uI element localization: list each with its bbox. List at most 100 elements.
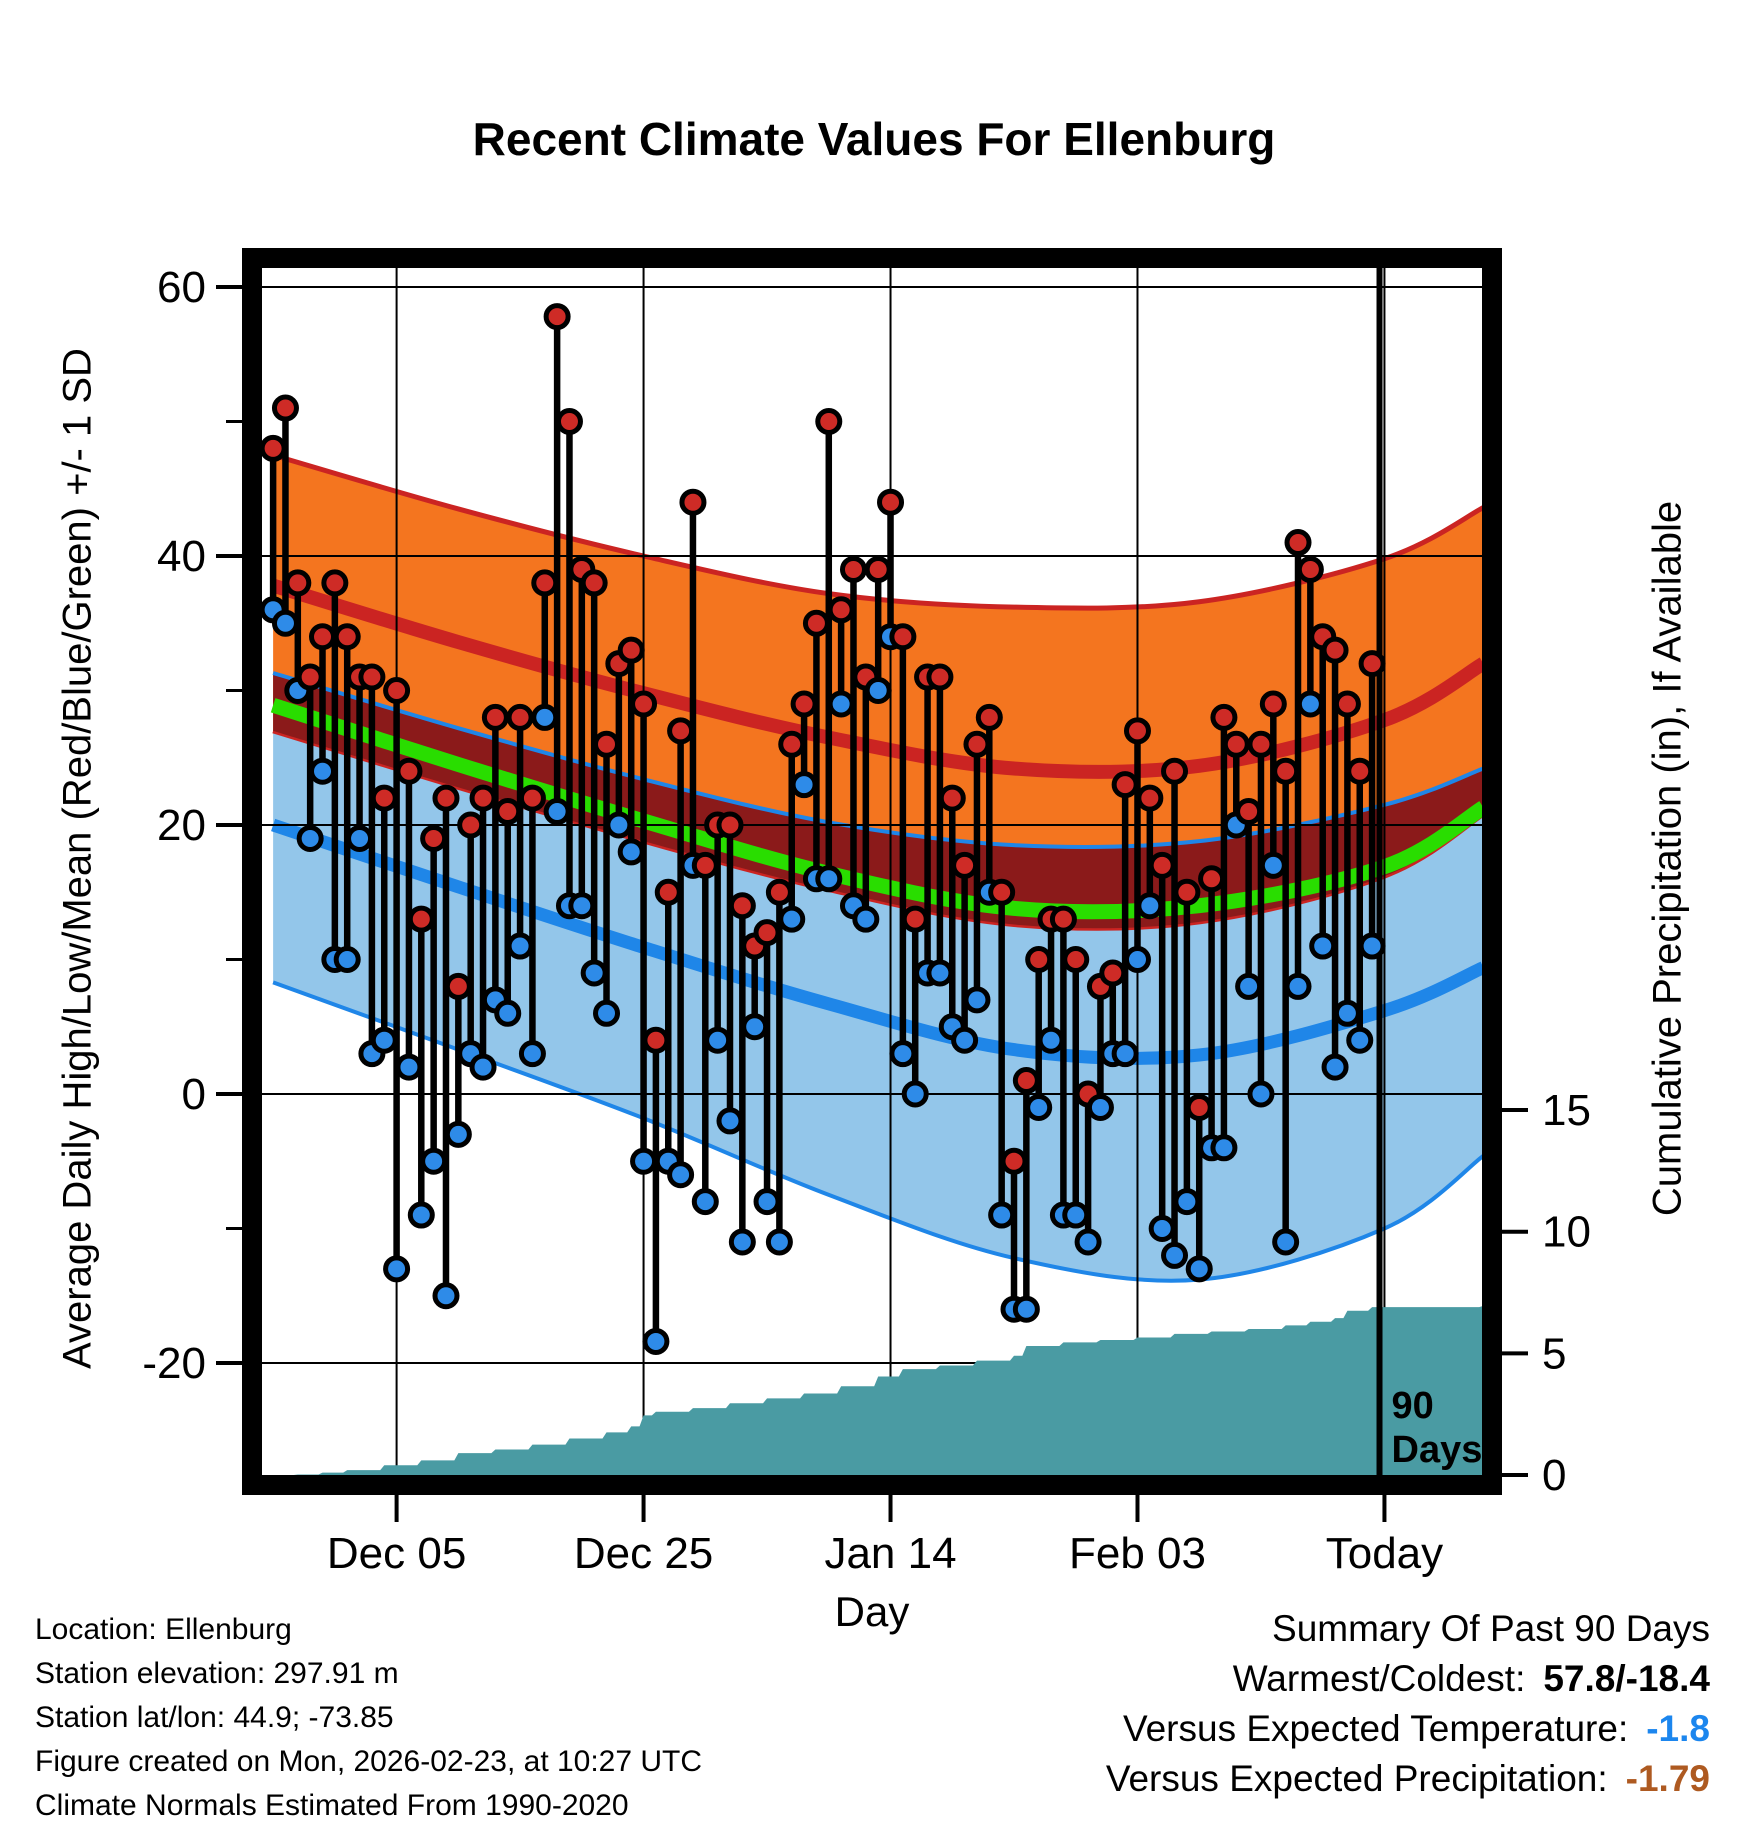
daily-high-marker xyxy=(1210,703,1238,731)
daily-high-marker xyxy=(593,730,621,758)
left-axis-title: Average Daily High/Low/Mean (Red/Blue/Gr… xyxy=(55,348,100,1369)
daily-high-marker xyxy=(1222,730,1250,758)
band-overlap xyxy=(273,673,1484,929)
daily-high-marker xyxy=(1272,757,1300,785)
daily-low-marker xyxy=(827,690,855,718)
daily-high-marker xyxy=(679,488,707,516)
daily-high-marker xyxy=(296,663,324,691)
vs-expected-temp-label: Versus Expected Temperature: xyxy=(1122,1708,1629,1749)
bottom-tick-label: Today xyxy=(1326,1529,1443,1578)
daily-low-marker xyxy=(1333,999,1361,1027)
vs-expected-precip-value: -1.79 xyxy=(1625,1758,1710,1799)
daily-low-marker xyxy=(370,1026,398,1054)
daily-low-marker xyxy=(1173,1188,1201,1216)
left-tick-label: 60 xyxy=(157,263,206,312)
daily-low-marker xyxy=(1358,932,1386,960)
daily-high-marker xyxy=(1358,650,1386,678)
daily-low-marker xyxy=(889,1040,917,1068)
daily-low-marker xyxy=(1123,946,1151,973)
daily-high-marker xyxy=(1000,1147,1028,1175)
left-tick-label: 20 xyxy=(157,801,206,850)
daily-high-marker xyxy=(815,408,843,435)
daily-high-marker xyxy=(1296,555,1324,583)
daily-high-marker xyxy=(1148,851,1176,879)
daily-low-marker xyxy=(630,1147,658,1175)
daily-low-marker xyxy=(963,986,991,1014)
daily-high-marker xyxy=(543,303,571,331)
daily-low-marker xyxy=(716,1107,744,1135)
daily-high-marker xyxy=(518,784,546,812)
daily-high-marker xyxy=(988,878,1016,906)
daily-high-marker xyxy=(407,905,435,933)
daily-high-marker xyxy=(1346,757,1374,785)
daily-high-marker xyxy=(1235,798,1263,826)
daily-low-marker xyxy=(333,946,361,973)
daily-low-marker xyxy=(469,1053,497,1081)
daily-low-marker xyxy=(580,959,608,987)
daily-high-marker xyxy=(827,596,855,624)
daily-stems xyxy=(269,316,1376,1342)
daily-high-marker xyxy=(877,488,905,516)
daily-low-marker xyxy=(728,1228,756,1256)
bottom-tick-label: Jan 14 xyxy=(824,1529,956,1578)
summary-warmest-row: Warmest/Coldest: 57.8/-18.4 xyxy=(1106,1654,1710,1704)
daily-low-marker xyxy=(988,1201,1016,1229)
daily-low-marker xyxy=(1025,1093,1053,1121)
summary-block: Summary Of Past 90 Days Warmest/Coldest:… xyxy=(1106,1604,1710,1804)
daily-low-marker xyxy=(778,905,806,933)
daily-low-marker xyxy=(667,1161,695,1189)
daily-high-marker xyxy=(901,905,929,933)
daily-low-marker xyxy=(1309,932,1337,960)
daily-low-marker xyxy=(642,1327,670,1355)
cumulative-precip-area xyxy=(273,1305,1484,1475)
daily-high-marker xyxy=(1173,878,1201,906)
bottom-tick-label: Feb 03 xyxy=(1069,1529,1206,1578)
daily-high-marker xyxy=(457,811,485,839)
daily-high-marker xyxy=(1259,690,1287,718)
daily-high-marker xyxy=(1198,865,1226,893)
daily-high-marker xyxy=(333,623,361,651)
daily-high-marker xyxy=(753,919,781,947)
daily-low-marker xyxy=(1136,892,1164,920)
daily-high-marker xyxy=(654,878,682,906)
plot-border xyxy=(242,248,1502,1495)
daily-low-marker xyxy=(951,1026,979,1054)
daily-low-marker xyxy=(518,1040,546,1068)
precip-area xyxy=(273,1305,1484,1475)
daily-low-marker xyxy=(765,1228,793,1256)
daily-high-marker xyxy=(630,690,658,718)
daily-high-marker xyxy=(370,784,398,812)
daily-high-marker xyxy=(926,663,954,691)
daily-low-marker xyxy=(1321,1053,1349,1081)
daily-high-marker xyxy=(1185,1093,1213,1121)
daily-low-marker xyxy=(494,999,522,1027)
daily-high-marker xyxy=(1284,529,1312,557)
daily-low-marker xyxy=(864,677,892,704)
daily-low-marker xyxy=(1037,1026,1065,1054)
station-latlon: Station lat/lon: 44.9; -73.85 xyxy=(35,1701,394,1734)
daily-high-marker xyxy=(802,609,830,637)
bottom-tick-label: Dec 05 xyxy=(327,1529,466,1578)
daily-low-marker xyxy=(1272,1228,1300,1256)
daily-low-marker xyxy=(1346,1026,1374,1054)
daily-high-marker xyxy=(778,730,806,758)
daily-low-marker xyxy=(753,1188,781,1216)
daily-high-marker xyxy=(864,555,892,583)
daily-high-marker xyxy=(444,972,472,1000)
vs-expected-temp-value: -1.8 xyxy=(1646,1708,1710,1749)
daily-low-marker xyxy=(309,757,337,785)
station-info-block: Location: Ellenburg Station elevation: 2… xyxy=(35,1608,702,1828)
daily-low-marker xyxy=(543,798,571,826)
daily-low-marker xyxy=(1148,1215,1176,1242)
daily-high-marker xyxy=(358,663,386,691)
right-tick-label: 5 xyxy=(1542,1329,1566,1378)
daily-high-marker xyxy=(420,824,448,852)
daily-low-marker xyxy=(593,999,621,1027)
daily-low-marker xyxy=(407,1201,435,1229)
daily-high-marker xyxy=(1012,1067,1040,1095)
daily-high-marker xyxy=(469,784,497,812)
daily-low-marker xyxy=(1210,1134,1238,1162)
daily-low-marker xyxy=(531,703,559,731)
